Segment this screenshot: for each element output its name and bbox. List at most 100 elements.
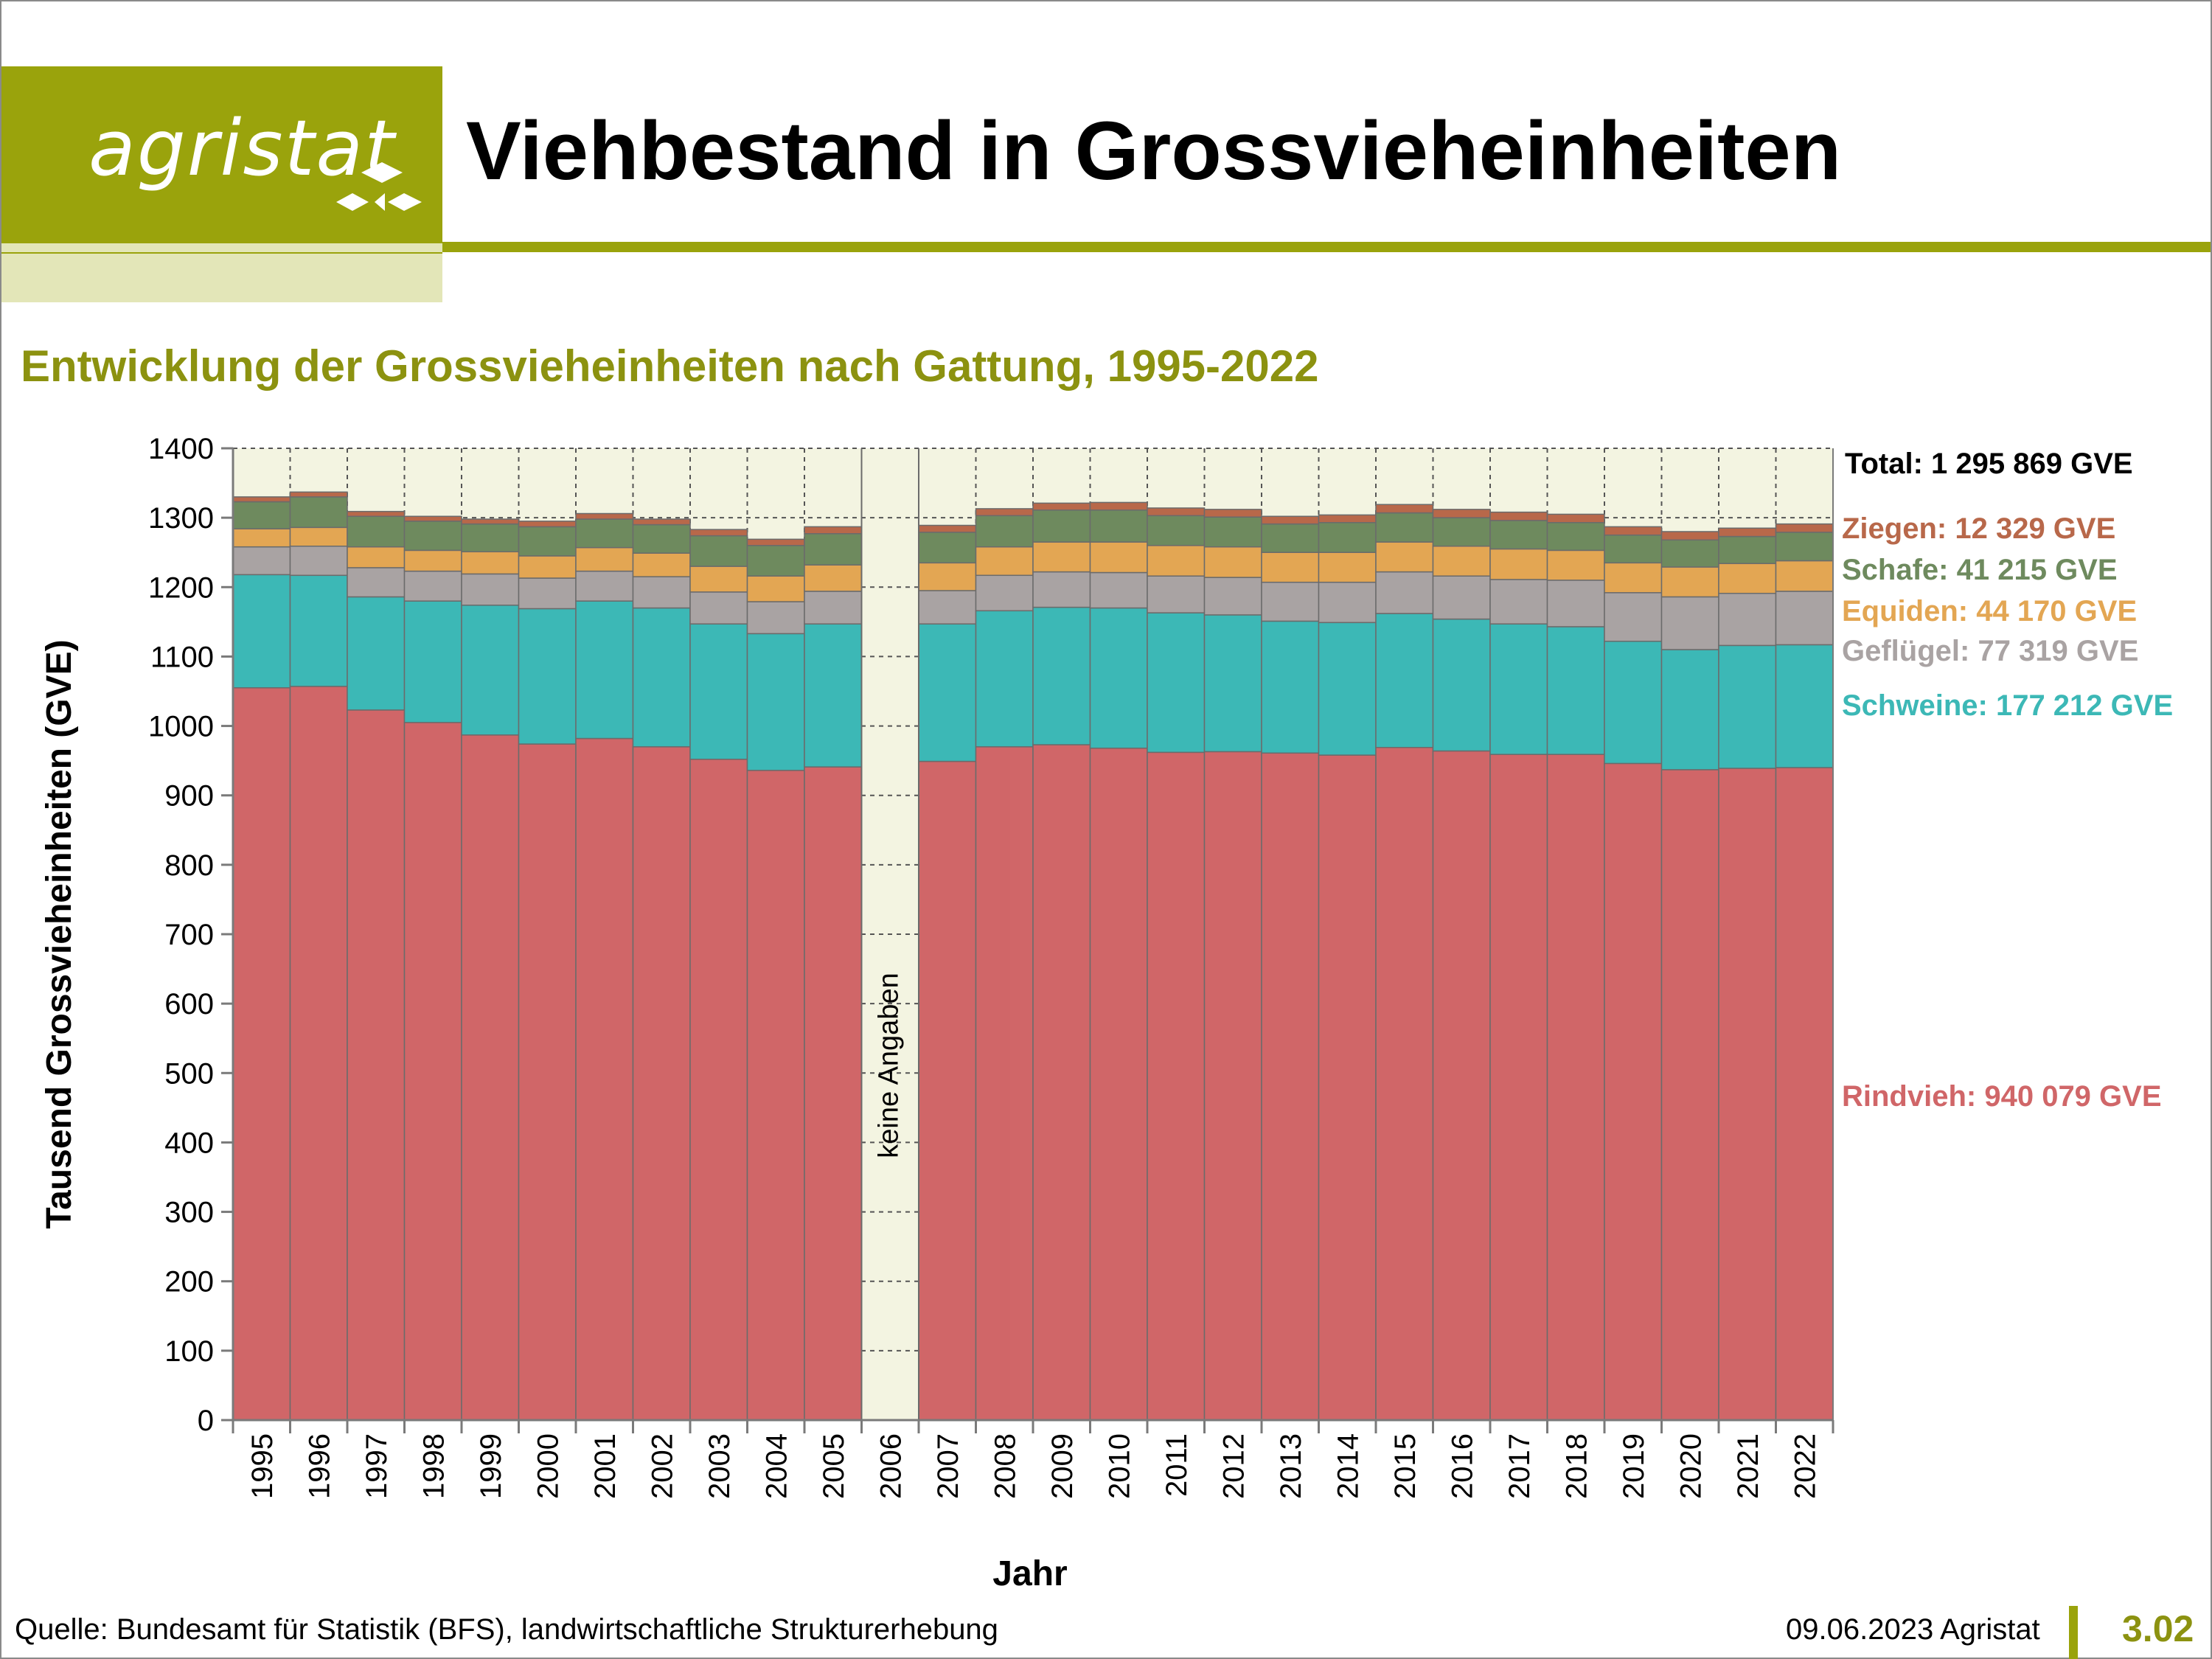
bar-segment-schweine xyxy=(975,610,1034,748)
bar-segment-schweine xyxy=(1261,620,1320,754)
bar-segment-geflügel xyxy=(632,576,691,609)
bar-segment-schafe xyxy=(518,526,577,557)
bar-segment-rindvieh xyxy=(804,766,863,1421)
bar-segment-geflügel xyxy=(1718,593,1777,647)
bar-segment-rindvieh xyxy=(1775,767,1834,1421)
bar-segment-ziegen xyxy=(1318,514,1377,524)
bar-segment-rindvieh xyxy=(689,759,748,1421)
bar-segment-equiden xyxy=(1375,541,1434,573)
y-tick-label: 1100 xyxy=(150,641,214,673)
stacked-bar-chart: 0 100 200 300 400 500 600 700 800 900 1000 1100 1200… xyxy=(40,433,2173,1593)
bar-segment-geflügel xyxy=(1089,571,1148,609)
bar-segment-ziegen xyxy=(461,518,520,525)
bar-segment-schweine xyxy=(1604,640,1663,765)
x-tick-label: 2011 xyxy=(1161,1433,1193,1497)
bar-segment-schweine xyxy=(1660,649,1719,771)
x-tick-label: 2021 xyxy=(1732,1433,1764,1499)
bar-segment-ziegen xyxy=(1089,501,1148,511)
series-end-label: Schweine: 177 212 GVE xyxy=(1842,689,2173,722)
bar-segment-geflügel xyxy=(1203,577,1262,616)
bar-segment-ziegen xyxy=(918,524,977,533)
total-label: Total: 1 295 869 GVE xyxy=(1845,448,2133,480)
bar-segment-geflügel xyxy=(1032,571,1091,608)
bar-segment-ziegen xyxy=(347,510,406,518)
bar-segment-equiden xyxy=(975,546,1034,577)
bar-segment-rindvieh xyxy=(403,722,462,1421)
bar-segment-equiden xyxy=(1147,545,1206,577)
bar-segment-schafe xyxy=(461,523,520,553)
bar-segment-ziegen xyxy=(1261,515,1320,525)
bar-segment-rindvieh xyxy=(347,709,406,1421)
y-tick-label: 900 xyxy=(164,780,214,813)
bar-segment-schafe xyxy=(975,515,1034,548)
series-end-label: Schafe: 41 215 GVE xyxy=(1842,554,2118,586)
x-tick-label: 2013 xyxy=(1275,1433,1307,1499)
footer-source: Quelle: Bundesamt für Statistik (BFS), l… xyxy=(15,1613,998,1646)
bar-segment-geflügel xyxy=(1432,575,1491,620)
x-tick-label: 2014 xyxy=(1332,1433,1364,1499)
series-end-label: Rindvieh: 940 079 GVE xyxy=(1842,1080,2162,1113)
header-rule-thin xyxy=(1,252,442,254)
bar-segment-equiden xyxy=(1318,552,1377,583)
bar-segment-rindvieh xyxy=(1432,750,1491,1421)
bar-segment-schafe xyxy=(232,501,291,529)
x-tick-label: 2020 xyxy=(1674,1433,1707,1499)
footer-divider xyxy=(2069,1606,2078,1659)
bar-segment-schweine xyxy=(1147,612,1206,754)
bar-segment-equiden xyxy=(232,528,291,548)
series-end-label: Geflügel: 77 319 GVE xyxy=(1842,635,2138,667)
bar-segment-equiden xyxy=(804,564,863,592)
bar-segment-rindvieh xyxy=(746,770,805,1421)
bar-segment-schweine xyxy=(918,623,977,762)
x-tick-label: 1996 xyxy=(303,1433,335,1499)
footer-page-number: 3.02 xyxy=(2122,1608,2194,1649)
bar-segment-geflügel xyxy=(804,591,863,625)
bar-segment-schweine xyxy=(746,633,805,771)
bar-segment-geflügel xyxy=(403,570,462,602)
y-tick-label: 1200 xyxy=(148,571,214,604)
bar-segment-schafe xyxy=(1147,515,1206,546)
bar-segment-schafe xyxy=(1318,521,1377,553)
bar-segment-schweine xyxy=(1489,623,1548,755)
bar-segment-ziegen xyxy=(1604,526,1663,536)
bar-segment-schafe xyxy=(289,496,348,529)
bar-segment-equiden xyxy=(1032,541,1091,573)
bar-segment-geflügel xyxy=(1546,580,1605,627)
bar-segment-geflügel xyxy=(1660,596,1719,650)
x-tick-label: 2004 xyxy=(760,1433,793,1499)
y-tick-label: 300 xyxy=(164,1197,214,1229)
bar-segment-schafe xyxy=(1775,532,1834,562)
bar-segment-schafe xyxy=(1261,523,1320,553)
bar-segment-rindvieh xyxy=(1718,768,1777,1421)
bar-segment-geflügel xyxy=(975,574,1034,612)
bar-segment-equiden xyxy=(1489,548,1548,580)
chart-subtitle: Entwicklung der Grossvieheinheiten nach … xyxy=(21,341,1319,391)
bar-segment-schweine xyxy=(1432,618,1491,752)
bar-segment-rindvieh xyxy=(1203,751,1262,1421)
bar-segment-equiden xyxy=(689,566,748,593)
bar-segment-schweine xyxy=(347,596,406,711)
x-tick-label: 2016 xyxy=(1446,1433,1478,1499)
bar-segment-rindvieh xyxy=(1032,744,1091,1421)
no-data-label: keine Angaben xyxy=(873,973,904,1158)
bar-segment-rindvieh xyxy=(1375,747,1434,1421)
bar-segment-ziegen xyxy=(403,515,462,522)
x-tick-label: 2003 xyxy=(703,1433,736,1499)
bar-segment-geflügel xyxy=(232,546,291,576)
x-tick-label: 2000 xyxy=(532,1433,564,1499)
bar-segment-ziegen xyxy=(1718,527,1777,538)
bar-segment-equiden xyxy=(347,546,406,568)
x-tick-label: 2005 xyxy=(818,1433,850,1499)
bar-segment-equiden xyxy=(918,562,977,591)
bar-segment-equiden xyxy=(1261,552,1320,583)
x-tick-label: 2008 xyxy=(989,1433,1021,1499)
x-axis-title: Jahr xyxy=(992,1554,1067,1593)
y-tick-label: 1400 xyxy=(148,433,214,465)
bar-segment-equiden xyxy=(1546,549,1605,581)
bar-segment-schweine xyxy=(1032,606,1091,745)
bar-segment-geflügel xyxy=(1604,592,1663,642)
bar-segment-schafe xyxy=(1546,521,1605,552)
bar-segment-ziegen xyxy=(232,496,291,503)
logo-text: agristat xyxy=(88,103,396,193)
bar-segment-ziegen xyxy=(1432,509,1491,518)
